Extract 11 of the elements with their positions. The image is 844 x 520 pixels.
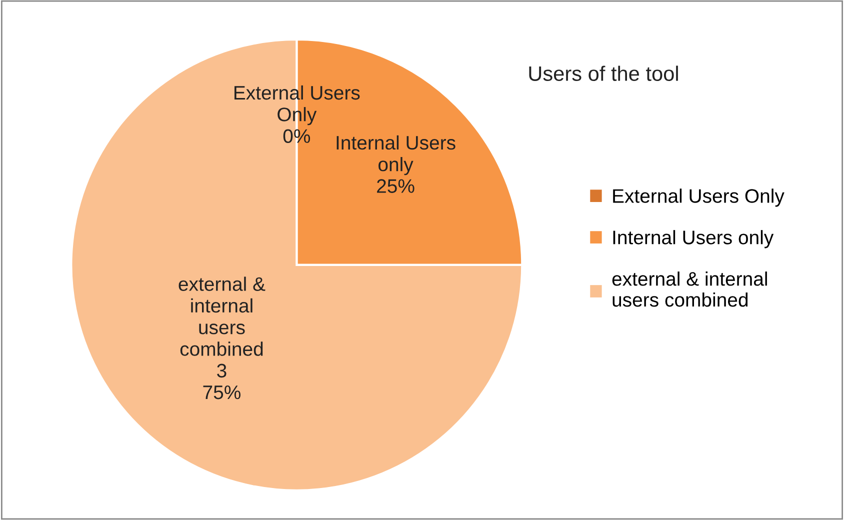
legend-label: Internal Users only xyxy=(613,230,774,248)
pie-slice xyxy=(70,38,524,492)
slice-label: external & internal users combined xyxy=(178,276,266,356)
data-label: 25% xyxy=(377,179,414,193)
legend-label: external & internal users combined xyxy=(612,272,767,307)
slice-label: Internal Users only xyxy=(336,135,456,176)
text: 0% xyxy=(283,129,310,143)
text: Users of the tool xyxy=(529,66,678,81)
legend-label: External Users Only xyxy=(613,188,784,207)
category-label: External Users Only xyxy=(234,85,360,126)
data-label: 3 75% xyxy=(203,364,240,400)
